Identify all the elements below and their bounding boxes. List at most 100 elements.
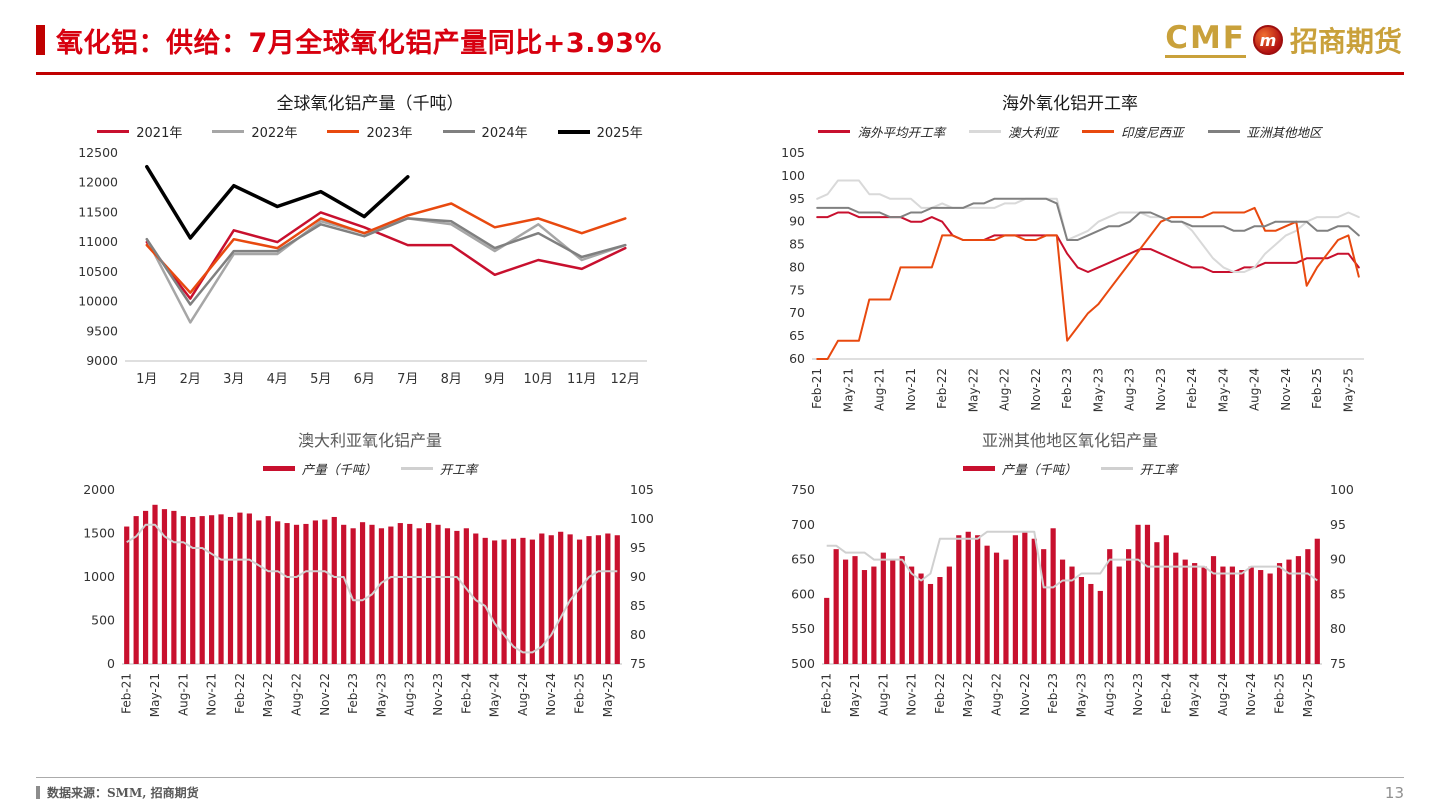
svg-text:10000: 10000 bbox=[78, 294, 118, 309]
legend-swatch bbox=[1207, 130, 1240, 133]
svg-text:Feb-24: Feb-24 bbox=[459, 673, 473, 714]
legend-label: 海外平均开工率 bbox=[857, 125, 945, 140]
svg-text:Aug-24: Aug-24 bbox=[1248, 368, 1262, 411]
legend-swatch bbox=[212, 130, 245, 133]
svg-text:Aug-21: Aug-21 bbox=[176, 673, 190, 716]
svg-text:May-22: May-22 bbox=[261, 673, 275, 717]
legend-swatch bbox=[818, 130, 851, 133]
svg-text:12500: 12500 bbox=[78, 145, 118, 160]
svg-text:Feb-25: Feb-25 bbox=[573, 673, 587, 714]
footer: 数据来源：SMM, 招商期货 13 bbox=[36, 777, 1404, 802]
svg-text:Feb-22: Feb-22 bbox=[933, 673, 947, 714]
svg-text:May-23: May-23 bbox=[1074, 673, 1088, 717]
svg-text:Nov-21: Nov-21 bbox=[904, 368, 918, 411]
svg-text:550: 550 bbox=[791, 621, 815, 636]
svg-text:Feb-23: Feb-23 bbox=[1060, 368, 1074, 409]
legend-swatch bbox=[400, 467, 433, 470]
svg-text:Aug-21: Aug-21 bbox=[876, 673, 890, 716]
svg-text:May-24: May-24 bbox=[488, 673, 502, 717]
svg-text:75: 75 bbox=[1330, 656, 1346, 671]
svg-text:9月: 9月 bbox=[484, 372, 505, 387]
svg-text:90: 90 bbox=[1330, 552, 1346, 567]
svg-text:500: 500 bbox=[791, 656, 815, 671]
svg-text:12月: 12月 bbox=[610, 372, 640, 387]
svg-text:Feb-25: Feb-25 bbox=[1273, 673, 1287, 714]
chart-title-other-asia-production: 亚洲其他地区氧化铝产量 bbox=[981, 431, 1158, 450]
svg-text:70: 70 bbox=[789, 305, 805, 320]
legend-item: 产量（千吨） bbox=[962, 459, 1077, 478]
svg-text:Nov-24: Nov-24 bbox=[1279, 368, 1293, 411]
svg-text:600: 600 bbox=[791, 586, 815, 601]
legend-item: 开工率 bbox=[1100, 459, 1177, 478]
legend-item: 开工率 bbox=[400, 459, 478, 478]
svg-text:650: 650 bbox=[791, 552, 815, 567]
svg-text:0: 0 bbox=[107, 656, 115, 671]
svg-text:May-21: May-21 bbox=[148, 673, 162, 717]
svg-text:May-23: May-23 bbox=[374, 673, 388, 717]
svg-text:May-25: May-25 bbox=[601, 673, 615, 717]
svg-text:90: 90 bbox=[630, 569, 646, 584]
legend-item: 亚洲其他地区 bbox=[1207, 122, 1322, 141]
chart-title-global-production: 全球氧化铝产量（千吨） bbox=[276, 94, 464, 114]
svg-text:Nov-21: Nov-21 bbox=[905, 673, 919, 716]
svg-text:1500: 1500 bbox=[83, 526, 115, 541]
panel-australia-production: 澳大利亚氧化铝产量 产量（千吨） 开工率 0 500 1000 1500 2000 75 80… bbox=[28, 421, 712, 726]
chart-title-overseas-rate: 海外氧化铝开工率 bbox=[1002, 94, 1138, 114]
svg-text:Feb-22: Feb-22 bbox=[233, 673, 247, 714]
svg-text:Nov-23: Nov-23 bbox=[1154, 368, 1168, 411]
svg-text:9000: 9000 bbox=[86, 353, 118, 368]
legend-swatch bbox=[962, 466, 995, 471]
legend-label: 2023年 bbox=[366, 126, 413, 141]
svg-text:100: 100 bbox=[1330, 482, 1354, 497]
svg-text:May-21: May-21 bbox=[848, 673, 862, 717]
svg-text:Feb-22: Feb-22 bbox=[935, 368, 949, 409]
svg-text:Aug-24: Aug-24 bbox=[1216, 673, 1230, 716]
svg-text:May-24: May-24 bbox=[1188, 673, 1202, 717]
svg-text:Feb-24: Feb-24 bbox=[1159, 673, 1173, 714]
other-asia-production-chart: 500 550 600 650 700 750 75 80 85 90 95 100 Feb-21 May… bbox=[791, 482, 1354, 717]
legend-item: 海外平均开工率 bbox=[818, 122, 945, 141]
svg-text:95: 95 bbox=[789, 191, 805, 206]
legend-item: 2025年 bbox=[557, 122, 643, 141]
svg-text:May-22: May-22 bbox=[961, 673, 975, 717]
svg-text:Nov-23: Nov-23 bbox=[1131, 673, 1145, 716]
svg-text:Feb-25: Feb-25 bbox=[1310, 368, 1324, 409]
legend-label: 2024年 bbox=[481, 126, 528, 141]
svg-text:Aug-23: Aug-23 bbox=[1103, 673, 1117, 716]
legend-label: 2022年 bbox=[251, 126, 298, 141]
legend-global-production: 2021年 2022年 2023年 2024年 2025年 bbox=[97, 122, 643, 141]
legend-label: 亚洲其他地区 bbox=[1246, 125, 1322, 140]
svg-text:700: 700 bbox=[791, 517, 815, 532]
svg-text:11月: 11月 bbox=[567, 372, 597, 387]
svg-text:80: 80 bbox=[789, 259, 805, 274]
svg-text:10500: 10500 bbox=[78, 264, 118, 279]
svg-text:100: 100 bbox=[630, 511, 654, 526]
legend-item: 2024年 bbox=[442, 122, 528, 141]
cmf-logo-letters: CMF bbox=[1165, 22, 1246, 59]
svg-text:1000: 1000 bbox=[83, 569, 115, 584]
svg-text:Feb-21: Feb-21 bbox=[820, 673, 834, 714]
global-production-chart: 9000 9500 10000 10500 11000 11500 12000 12500 1月… bbox=[78, 145, 647, 387]
svg-text:Aug-22: Aug-22 bbox=[290, 673, 304, 716]
legend-item: 2022年 bbox=[212, 122, 297, 141]
legend-label: 开工率 bbox=[439, 462, 478, 477]
svg-text:85: 85 bbox=[789, 237, 805, 252]
panel-global-production: 全球氧化铝产量（千吨） 2021年 2022年 2023年 2024年 2025年 90… bbox=[28, 77, 712, 421]
legend-swatch bbox=[1082, 130, 1114, 133]
svg-text:4月: 4月 bbox=[267, 372, 288, 387]
cmf-logo-icon: m bbox=[1252, 25, 1283, 55]
svg-text:11000: 11000 bbox=[78, 234, 118, 249]
svg-text:May-25: May-25 bbox=[1341, 368, 1355, 412]
svg-text:95: 95 bbox=[630, 540, 646, 555]
legend-swatch bbox=[262, 466, 295, 471]
source-accent-bar bbox=[36, 786, 40, 799]
legend-label: 产量（千吨） bbox=[1001, 462, 1077, 477]
svg-text:105: 105 bbox=[781, 145, 805, 160]
source-text: 数据来源：SMM, 招商期货 bbox=[47, 786, 199, 800]
svg-text:Feb-23: Feb-23 bbox=[1046, 673, 1060, 714]
svg-text:May-24: May-24 bbox=[1216, 368, 1230, 412]
svg-text:Aug-24: Aug-24 bbox=[516, 673, 530, 716]
svg-text:60: 60 bbox=[789, 351, 805, 366]
overseas-rate-chart: 60 65 70 75 80 85 90 95 100 105 Feb-21 May-21 Aug-21… bbox=[781, 145, 1364, 412]
